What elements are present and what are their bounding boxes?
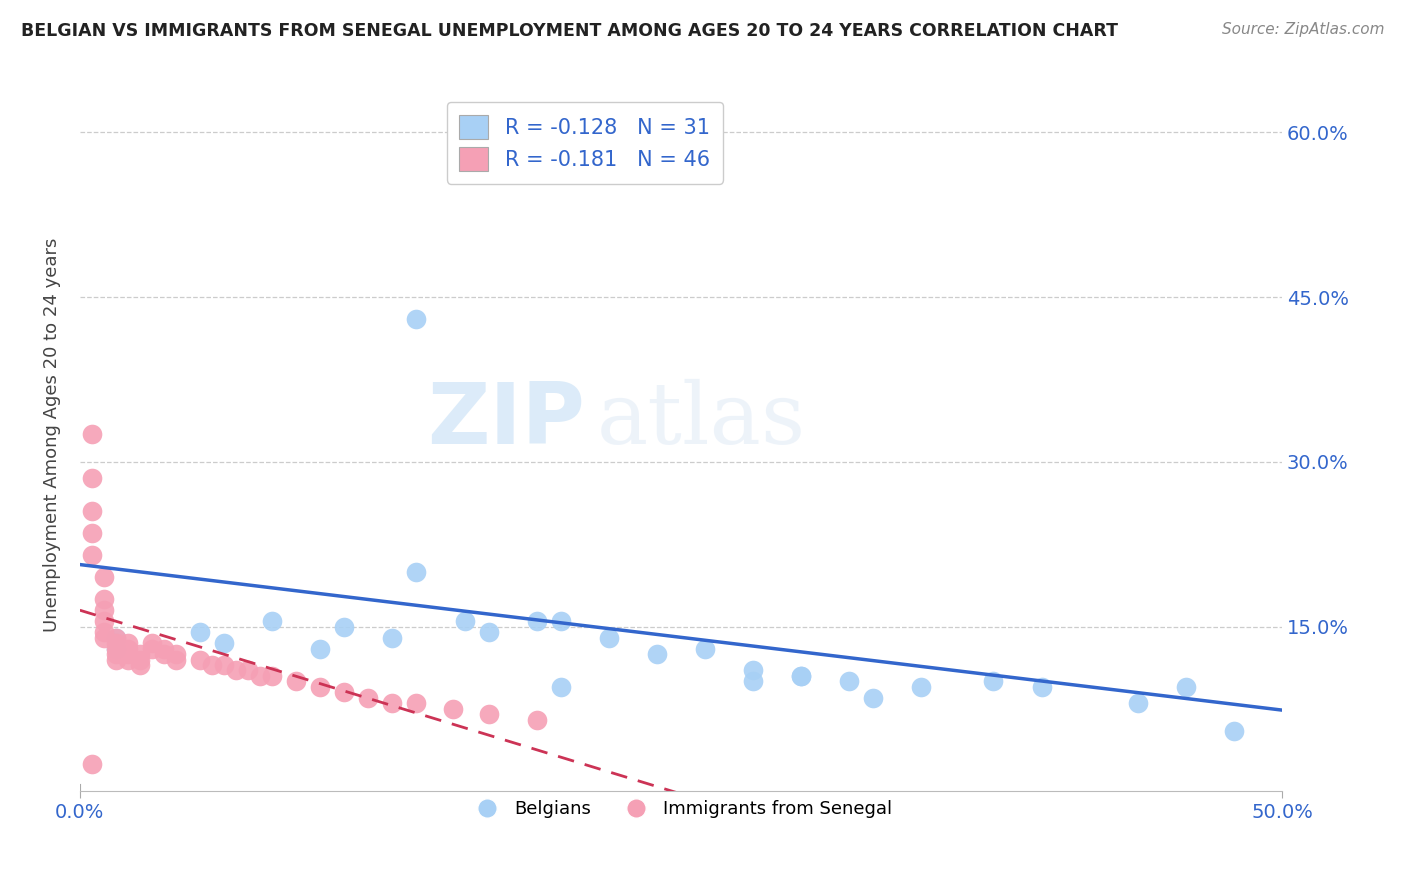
Point xyxy=(225,664,247,678)
Text: Source: ZipAtlas.com: Source: ZipAtlas.com xyxy=(1222,22,1385,37)
Point xyxy=(212,636,235,650)
Point xyxy=(117,652,139,666)
Point xyxy=(526,713,548,727)
Point xyxy=(862,690,884,705)
Point xyxy=(93,603,115,617)
Point xyxy=(405,312,427,326)
Point xyxy=(405,565,427,579)
Point xyxy=(790,669,813,683)
Point xyxy=(790,669,813,683)
Point xyxy=(80,427,103,442)
Point xyxy=(117,636,139,650)
Point xyxy=(80,526,103,541)
Point xyxy=(104,636,127,650)
Legend: Belgians, Immigrants from Senegal: Belgians, Immigrants from Senegal xyxy=(463,793,900,825)
Point xyxy=(93,592,115,607)
Point xyxy=(141,636,163,650)
Point xyxy=(983,674,1005,689)
Point xyxy=(104,631,127,645)
Point xyxy=(453,614,475,628)
Point xyxy=(693,641,716,656)
Text: atlas: atlas xyxy=(596,378,806,462)
Point xyxy=(93,614,115,628)
Point xyxy=(405,697,427,711)
Text: ZIP: ZIP xyxy=(427,378,585,461)
Point xyxy=(104,641,127,656)
Point xyxy=(93,631,115,645)
Point xyxy=(550,680,572,694)
Point xyxy=(117,647,139,661)
Point xyxy=(477,707,499,722)
Point xyxy=(262,669,284,683)
Point xyxy=(357,690,380,705)
Point xyxy=(477,625,499,640)
Point xyxy=(333,685,356,699)
Point xyxy=(249,669,271,683)
Point xyxy=(80,756,103,771)
Point xyxy=(104,652,127,666)
Text: BELGIAN VS IMMIGRANTS FROM SENEGAL UNEMPLOYMENT AMONG AGES 20 TO 24 YEARS CORREL: BELGIAN VS IMMIGRANTS FROM SENEGAL UNEMP… xyxy=(21,22,1118,40)
Point xyxy=(188,652,211,666)
Point xyxy=(117,641,139,656)
Point xyxy=(93,625,115,640)
Point xyxy=(381,697,404,711)
Point xyxy=(165,647,187,661)
Point xyxy=(1126,697,1149,711)
Point xyxy=(201,658,224,673)
Point xyxy=(80,471,103,485)
Point xyxy=(1031,680,1053,694)
Point xyxy=(141,641,163,656)
Point xyxy=(153,641,176,656)
Point xyxy=(104,631,127,645)
Point xyxy=(104,647,127,661)
Point xyxy=(188,625,211,640)
Point xyxy=(212,658,235,673)
Point xyxy=(238,664,260,678)
Point xyxy=(1223,723,1246,738)
Point xyxy=(441,702,464,716)
Point xyxy=(598,631,620,645)
Point xyxy=(333,619,356,633)
Point xyxy=(381,631,404,645)
Point xyxy=(526,614,548,628)
Point xyxy=(104,641,127,656)
Point xyxy=(153,647,176,661)
Point xyxy=(550,614,572,628)
Point xyxy=(129,652,152,666)
Point xyxy=(285,674,308,689)
Point xyxy=(1174,680,1197,694)
Point xyxy=(262,614,284,628)
Point xyxy=(742,664,765,678)
Point xyxy=(502,158,524,172)
Point xyxy=(645,647,668,661)
Point xyxy=(129,647,152,661)
Y-axis label: Unemployment Among Ages 20 to 24 years: Unemployment Among Ages 20 to 24 years xyxy=(44,237,60,632)
Point xyxy=(910,680,932,694)
Point xyxy=(309,680,332,694)
Point xyxy=(80,548,103,562)
Point xyxy=(80,504,103,518)
Point xyxy=(93,570,115,584)
Point xyxy=(129,658,152,673)
Point xyxy=(309,641,332,656)
Point xyxy=(838,674,860,689)
Point xyxy=(165,652,187,666)
Point xyxy=(742,674,765,689)
